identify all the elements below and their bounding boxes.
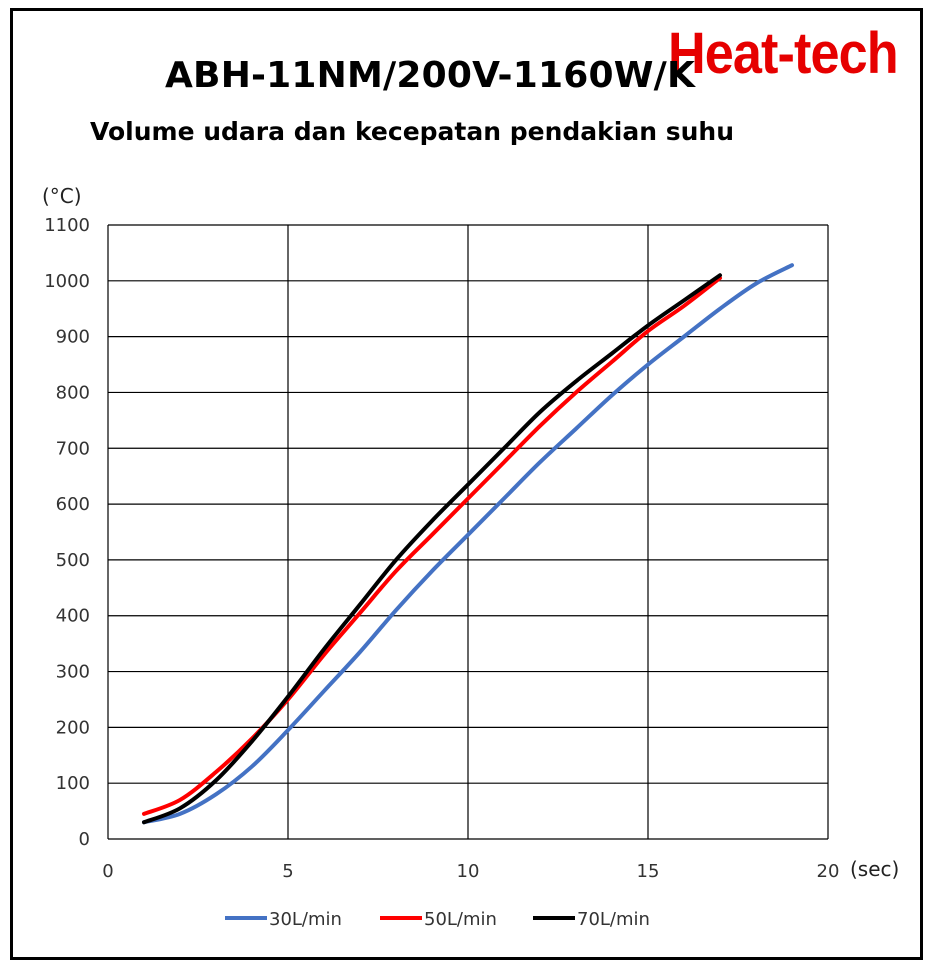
y-tick-label: 500 <box>56 550 90 571</box>
legend-label: 50L/min <box>424 909 497 930</box>
x-tick-label: 5 <box>282 861 293 882</box>
y-axis-unit-label: (°C) <box>42 184 82 208</box>
series-line-70lmin <box>142 273 722 825</box>
x-axis-ticks: 0 5 10 15 20 <box>102 861 839 882</box>
x-tick-label: 15 <box>637 861 660 882</box>
y-tick-label: 1100 <box>44 215 90 236</box>
chart-title: ABH-11NM/200V-1160W/K <box>165 55 696 96</box>
y-tick-label: 900 <box>56 327 90 348</box>
legend-label: 30L/min <box>269 909 342 930</box>
y-axis-ticks: 0 100 200 300 400 500 600 700 800 900 1000 1100 <box>44 215 90 850</box>
y-tick-label: 100 <box>56 773 90 794</box>
y-tick-label: 400 <box>56 606 90 627</box>
series-line-50lmin <box>142 276 722 816</box>
y-tick-label: 800 <box>56 382 90 403</box>
x-tick-label: 10 <box>457 861 480 882</box>
series-line-30lmin <box>142 263 794 825</box>
y-tick-label: 600 <box>56 494 90 515</box>
y-tick-label: 700 <box>56 438 90 459</box>
series-lines <box>142 263 794 825</box>
y-tick-label: 200 <box>56 717 90 738</box>
y-tick-label: 0 <box>79 829 90 850</box>
chart-subtitle: Volume udara dan kecepatan pendakian suh… <box>90 117 734 146</box>
grid-lines <box>107 224 829 840</box>
x-tick-label: 0 <box>102 861 113 882</box>
heat-tech-logo: Heat-tech <box>668 21 899 86</box>
y-tick-label: 300 <box>56 662 90 683</box>
y-tick-label: 1000 <box>44 271 90 292</box>
x-axis-unit-label: (sec) <box>850 857 899 881</box>
x-tick-label: 20 <box>817 861 840 882</box>
legend: 30L/min 50L/min 70L/min <box>225 909 650 930</box>
legend-label: 70L/min <box>577 909 650 930</box>
